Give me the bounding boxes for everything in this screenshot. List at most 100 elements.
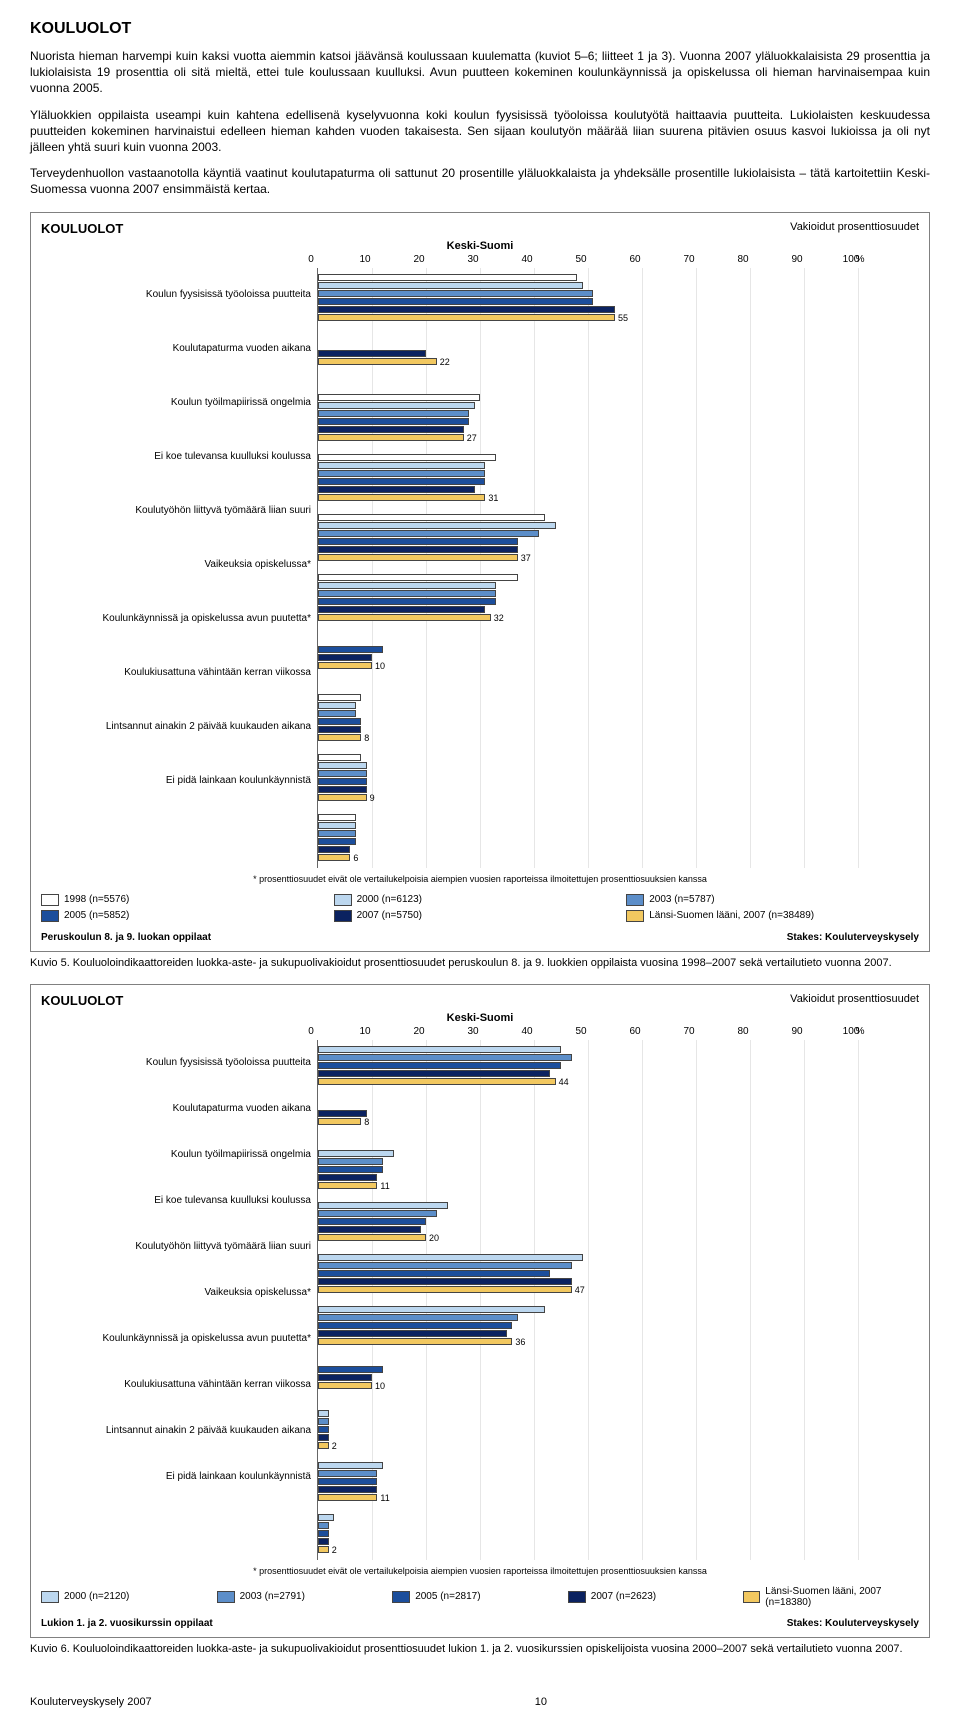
bar-value-label: 20 bbox=[429, 1233, 439, 1243]
bar bbox=[318, 1314, 518, 1321]
legend-item: 2003 (n=5787) bbox=[626, 894, 919, 906]
bar bbox=[318, 1210, 437, 1217]
bar bbox=[318, 1366, 383, 1373]
bar bbox=[318, 1442, 329, 1449]
bar bbox=[318, 454, 496, 461]
chart-footer-right: Stakes: Kouluterveyskysely bbox=[787, 1618, 919, 1629]
bar bbox=[318, 402, 475, 409]
chart-right-note: Vakioidut prosenttiosuudet bbox=[790, 993, 919, 1005]
indicator-label: Ei koe tulevansa kuulluksi koulussa bbox=[41, 1178, 311, 1224]
bar bbox=[318, 306, 615, 313]
bar bbox=[318, 1158, 383, 1165]
percent-symbol: % bbox=[856, 254, 865, 265]
bar bbox=[318, 462, 485, 469]
bar bbox=[318, 606, 485, 613]
bar bbox=[318, 1538, 329, 1545]
axis-tick: 90 bbox=[791, 1026, 802, 1037]
bar bbox=[318, 1286, 572, 1293]
chart-title: KOULUOLOT bbox=[41, 993, 123, 1008]
bar bbox=[318, 694, 361, 701]
chart-legend: 1998 (n=5576)2000 (n=6123)2003 (n=5787)2… bbox=[41, 894, 919, 926]
legend-label: 2007 (n=5750) bbox=[357, 910, 422, 921]
bar bbox=[318, 1530, 329, 1537]
bar bbox=[318, 614, 491, 621]
page-footer: Kouluterveyskysely 2007 10 bbox=[30, 1696, 930, 1708]
bar bbox=[318, 530, 539, 537]
indicator-bars: 32 bbox=[318, 568, 858, 628]
bar bbox=[318, 1410, 329, 1417]
bar bbox=[318, 434, 464, 441]
bar bbox=[318, 1262, 572, 1269]
bar bbox=[318, 1218, 426, 1225]
legend-item: 2000 (n=2120) bbox=[41, 1586, 217, 1608]
bar bbox=[318, 1070, 550, 1077]
axis-tick: 10 bbox=[359, 254, 370, 265]
chart-legend: 2000 (n=2120)2003 (n=2791)2005 (n=2817)2… bbox=[41, 1586, 919, 1612]
bar bbox=[318, 410, 469, 417]
bar-value-label: 10 bbox=[375, 1381, 385, 1391]
bar bbox=[318, 298, 593, 305]
indicator-bars: 44 bbox=[318, 1040, 858, 1092]
bar-value-label: 6 bbox=[353, 853, 358, 863]
bar bbox=[318, 314, 615, 321]
bar bbox=[318, 590, 496, 597]
chart-region-label: Keski-Suomi bbox=[41, 240, 919, 252]
bar bbox=[318, 1078, 556, 1085]
legend-label: Länsi-Suomen lääni, 2007 (n=18380) bbox=[765, 1586, 919, 1608]
bar-value-label: 36 bbox=[515, 1337, 525, 1347]
bar-value-label: 44 bbox=[559, 1077, 569, 1087]
x-axis: 0102030405060708090100% bbox=[311, 1026, 851, 1040]
bar bbox=[318, 538, 518, 545]
bar-value-label: 9 bbox=[370, 793, 375, 803]
bar bbox=[318, 1202, 448, 1209]
indicator-label: Ei koe tulevansa kuulluksi koulussa bbox=[41, 430, 311, 484]
indicator-label: Koulunkäynnissä ja opiskelussa avun puut… bbox=[41, 592, 311, 646]
bar bbox=[318, 394, 480, 401]
indicator-label: Koulutyöhön liittyvä työmäärä liian suur… bbox=[41, 1224, 311, 1270]
axis-tick: 20 bbox=[413, 254, 424, 265]
indicator-label: Koulutyöhön liittyvä työmäärä liian suur… bbox=[41, 484, 311, 538]
axis-tick: 50 bbox=[575, 254, 586, 265]
bar-value-label: 11 bbox=[380, 1181, 389, 1191]
bar bbox=[318, 1478, 377, 1485]
bar bbox=[318, 754, 361, 761]
bar bbox=[318, 514, 545, 521]
legend-label: 2000 (n=6123) bbox=[357, 894, 422, 905]
bar bbox=[318, 822, 356, 829]
bar-value-label: 22 bbox=[440, 357, 450, 367]
bar-value-label: 47 bbox=[575, 1285, 585, 1295]
axis-tick: 0 bbox=[308, 1026, 314, 1037]
intro-paragraph-3: Terveydenhuollon vastaanotolla käyntiä v… bbox=[30, 165, 930, 197]
chart-title: KOULUOLOT bbox=[41, 221, 123, 236]
chart-footer-right: Stakes: Kouluterveyskysely bbox=[787, 932, 919, 943]
bar bbox=[318, 1054, 572, 1061]
percent-symbol: % bbox=[856, 1026, 865, 1037]
axis-tick: 70 bbox=[683, 1026, 694, 1037]
indicator-label: Koulutapaturma vuoden aikana bbox=[41, 1086, 311, 1132]
indicator-label: Koulun fyysisissä työoloissa puutteita bbox=[41, 1040, 311, 1086]
indicator-bars: 36 bbox=[318, 1300, 858, 1352]
bar bbox=[318, 1418, 329, 1425]
bar bbox=[318, 1062, 561, 1069]
legend-item: 2005 (n=5852) bbox=[41, 910, 334, 922]
axis-tick: 50 bbox=[575, 1026, 586, 1037]
bar bbox=[318, 662, 372, 669]
chart-footer-left: Lukion 1. ja 2. vuosikurssin oppilaat bbox=[41, 1618, 213, 1629]
bar bbox=[318, 734, 361, 741]
indicator-label: Koulukiusattuna vähintään kerran viikoss… bbox=[41, 1362, 311, 1408]
bar bbox=[318, 1150, 394, 1157]
bar bbox=[318, 1514, 334, 1521]
bar-value-label: 8 bbox=[364, 733, 369, 743]
legend-item: 2007 (n=5750) bbox=[334, 910, 627, 922]
indicator-bars: 8 bbox=[318, 688, 858, 748]
bar bbox=[318, 418, 469, 425]
axis-tick: 90 bbox=[791, 254, 802, 265]
intro-paragraph-1: Nuorista hieman harvempi kuin kaksi vuot… bbox=[30, 48, 930, 97]
indicator-label: Ei pidä lainkaan koulunkäynnistä bbox=[41, 754, 311, 808]
plot-area: Koulun fyysisissä työoloissa puutteitaKo… bbox=[41, 1040, 919, 1560]
figure-caption: Kuvio 5. Kouluoloindikaattoreiden luokka… bbox=[30, 956, 930, 970]
axis-tick: 30 bbox=[467, 254, 478, 265]
bar bbox=[318, 702, 356, 709]
bar bbox=[318, 1374, 372, 1381]
indicator-label: Lintsannut ainakin 2 päivää kuukauden ai… bbox=[41, 700, 311, 754]
